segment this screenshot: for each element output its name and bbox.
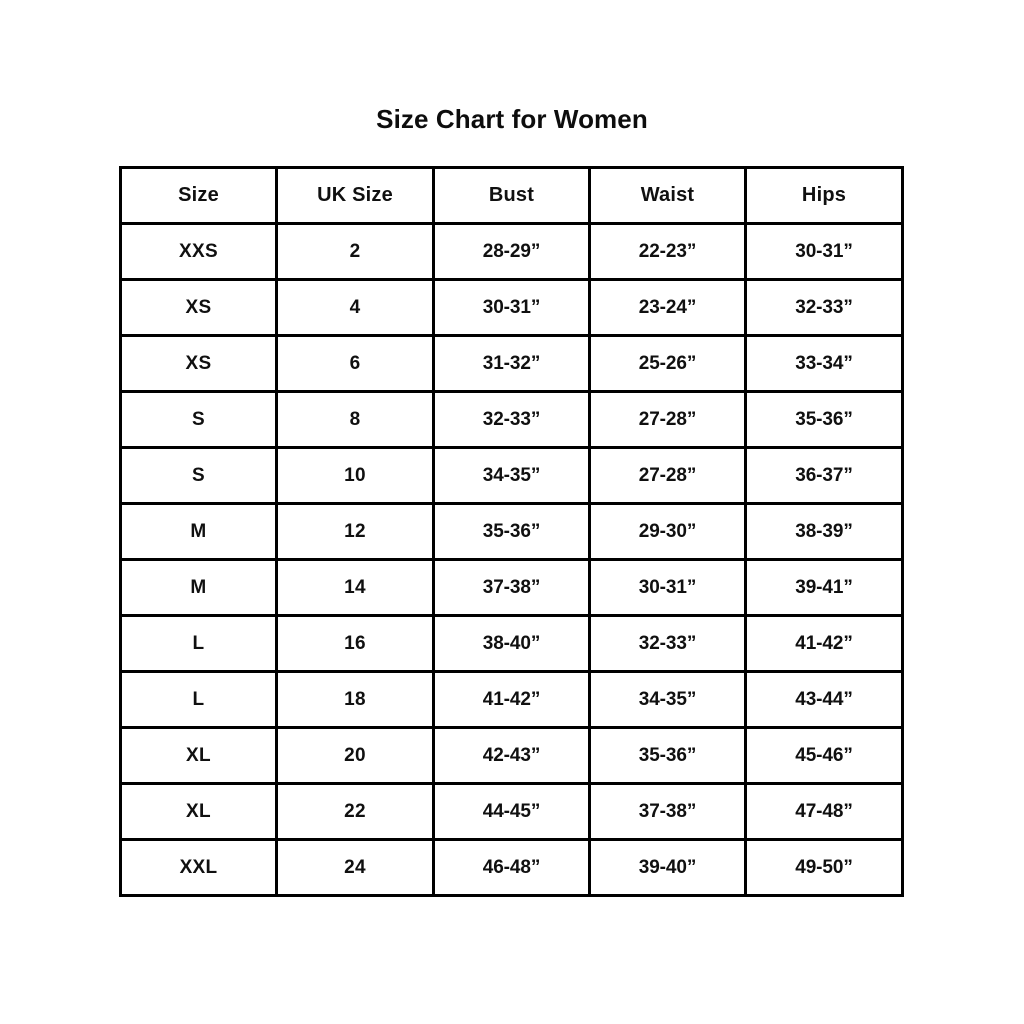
cell-hips: 32-33” — [744, 278, 904, 337]
table-row: XXS 2 28-29” 22-23” 30-31” — [119, 222, 904, 281]
cell-size: XL — [119, 726, 278, 785]
table-row: M 14 37-38” 30-31” 39-41” — [119, 558, 904, 617]
cell-size: L — [119, 670, 278, 729]
table-row: L 18 41-42” 34-35” 43-44” — [119, 670, 904, 729]
cell-bust: 28-29” — [432, 222, 591, 281]
cell-hips: 43-44” — [744, 670, 904, 729]
cell-uk-size: 14 — [275, 558, 435, 617]
cell-size: XXL — [119, 838, 278, 897]
table-row: XL 22 44-45” 37-38” 47-48” — [119, 782, 904, 841]
cell-hips: 36-37” — [744, 446, 904, 505]
cell-hips: 41-42” — [744, 614, 904, 673]
cell-hips: 49-50” — [744, 838, 904, 897]
cell-hips: 33-34” — [744, 334, 904, 393]
page-title: Size Chart for Women — [376, 104, 648, 134]
cell-waist: 29-30” — [588, 502, 747, 561]
table-header: Size UK Size Bust Waist Hips — [119, 166, 904, 225]
column-header-hips: Hips — [744, 166, 904, 225]
cell-waist: 34-35” — [588, 670, 747, 729]
cell-uk-size: 8 — [275, 390, 435, 449]
cell-waist: 27-28” — [588, 390, 747, 449]
column-header-size: Size — [119, 166, 278, 225]
cell-uk-size: 18 — [275, 670, 435, 729]
table-row: XS 4 30-31” 23-24” 32-33” — [119, 278, 904, 337]
cell-bust: 46-48” — [432, 838, 591, 897]
cell-waist: 35-36” — [588, 726, 747, 785]
column-header-waist: Waist — [588, 166, 747, 225]
cell-bust: 38-40” — [432, 614, 591, 673]
cell-uk-size: 4 — [275, 278, 435, 337]
cell-waist: 30-31” — [588, 558, 747, 617]
cell-size: S — [119, 446, 278, 505]
cell-uk-size: 16 — [275, 614, 435, 673]
cell-size: M — [119, 502, 278, 561]
cell-bust: 37-38” — [432, 558, 591, 617]
table-row: S 10 34-35” 27-28” 36-37” — [119, 446, 904, 505]
table-row: M 12 35-36” 29-30” 38-39” — [119, 502, 904, 561]
cell-bust: 35-36” — [432, 502, 591, 561]
cell-hips: 35-36” — [744, 390, 904, 449]
cell-size: XXS — [119, 222, 278, 281]
cell-uk-size: 2 — [275, 222, 435, 281]
size-chart-table-container: Size UK Size Bust Waist Hips XXS 2 28-29” 2… — [119, 166, 904, 897]
cell-waist: 37-38” — [588, 782, 747, 841]
cell-hips: 45-46” — [744, 726, 904, 785]
cell-waist: 32-33” — [588, 614, 747, 673]
cell-uk-size: 12 — [275, 502, 435, 561]
cell-size: L — [119, 614, 278, 673]
cell-size: XS — [119, 278, 278, 337]
cell-bust: 34-35” — [432, 446, 591, 505]
table-row: S 8 32-33” 27-28” 35-36” — [119, 390, 904, 449]
table-body: XXS 2 28-29” 22-23” 30-31” XS 4 30-31” 23-24” 32-… — [119, 222, 904, 897]
table-row: XS 6 31-32” 25-26” 33-34” — [119, 334, 904, 393]
cell-waist: 25-26” — [588, 334, 747, 393]
table-row: L 16 38-40” 32-33” 41-42” — [119, 614, 904, 673]
cell-bust: 31-32” — [432, 334, 591, 393]
cell-hips: 47-48” — [744, 782, 904, 841]
cell-bust: 42-43” — [432, 726, 591, 785]
cell-uk-size: 10 — [275, 446, 435, 505]
cell-hips: 30-31” — [744, 222, 904, 281]
cell-uk-size: 22 — [275, 782, 435, 841]
cell-uk-size: 24 — [275, 838, 435, 897]
cell-size: S — [119, 390, 278, 449]
cell-size: XL — [119, 782, 278, 841]
cell-uk-size: 20 — [275, 726, 435, 785]
cell-uk-size: 6 — [275, 334, 435, 393]
cell-size: XS — [119, 334, 278, 393]
cell-bust: 32-33” — [432, 390, 591, 449]
cell-waist: 27-28” — [588, 446, 747, 505]
cell-bust: 30-31” — [432, 278, 591, 337]
cell-waist: 22-23” — [588, 222, 747, 281]
table-row: XL 20 42-43” 35-36” 45-46” — [119, 726, 904, 785]
cell-hips: 38-39” — [744, 502, 904, 561]
cell-bust: 44-45” — [432, 782, 591, 841]
size-chart-table: Size UK Size Bust Waist Hips XXS 2 28-29” 2… — [119, 166, 904, 897]
column-header-bust: Bust — [432, 166, 591, 225]
cell-bust: 41-42” — [432, 670, 591, 729]
cell-hips: 39-41” — [744, 558, 904, 617]
table-header-row: Size UK Size Bust Waist Hips — [119, 166, 904, 225]
cell-size: M — [119, 558, 278, 617]
cell-waist: 23-24” — [588, 278, 747, 337]
column-header-uk-size: UK Size — [275, 166, 435, 225]
table-row: XXL 24 46-48” 39-40” 49-50” — [119, 838, 904, 897]
cell-waist: 39-40” — [588, 838, 747, 897]
